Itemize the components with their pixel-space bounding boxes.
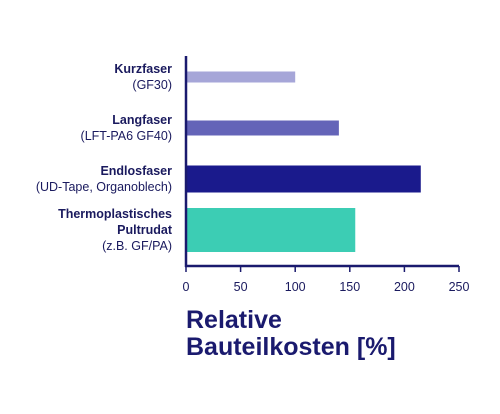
x-tick-label-100: 100 — [285, 280, 306, 294]
x-tick-label-150: 150 — [339, 280, 360, 294]
category-label-1: Kurzfaser — [114, 62, 172, 76]
category-label-2: Langfaser — [112, 113, 172, 127]
bar-4 — [186, 208, 356, 252]
x-tick-label-0: 0 — [183, 280, 190, 294]
category-label-3: Endlosfaser — [100, 164, 172, 178]
category-label-4-line-2: Pultrudat — [117, 223, 173, 237]
category-sublabel-1: (GF30) — [132, 78, 172, 92]
category-sublabel-4: (z.B. GF/PA) — [102, 239, 172, 253]
bar-1 — [186, 71, 296, 83]
x-tick-label-50: 50 — [234, 280, 248, 294]
bar-2 — [186, 120, 339, 136]
x-tick-label-200: 200 — [394, 280, 415, 294]
bar-3 — [186, 165, 421, 193]
x-tick-label-250: 250 — [449, 280, 470, 294]
x-axis-title-line-1: Relative — [186, 306, 282, 334]
category-sublabel-3: (UD-Tape, Organoblech) — [36, 180, 172, 194]
x-axis-title-line-2: Bauteilkosten [%] — [186, 333, 396, 361]
category-label-4-line-1: Thermoplastisches — [58, 207, 172, 221]
category-sublabel-2: (LFT-PA6 GF40) — [81, 129, 172, 143]
